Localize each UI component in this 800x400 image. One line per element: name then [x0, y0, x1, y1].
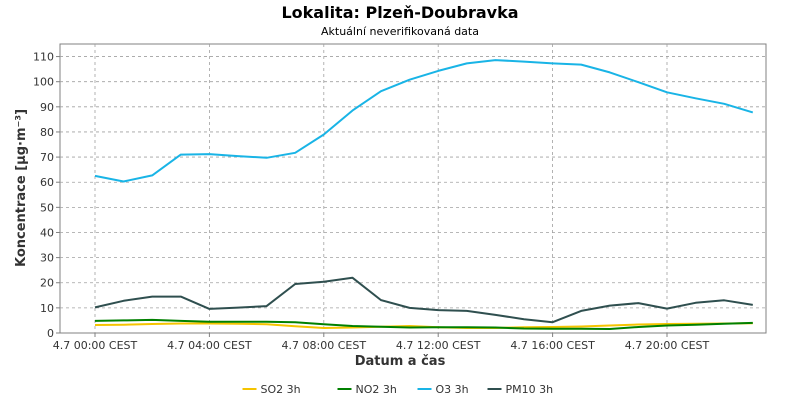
- legend-label-no2-3h: NO2 3h: [356, 383, 397, 396]
- y-tick-label: 40: [40, 226, 54, 239]
- y-tick-label: 50: [40, 201, 54, 214]
- x-axis-ticks: 4.7 00:00 CEST 4.7 04:00 CEST 4.7 08:00 CE…: [53, 333, 710, 352]
- y-tick-label: 100: [33, 76, 54, 89]
- y-tick-label: 80: [40, 126, 54, 139]
- y-tick-label: 90: [40, 101, 54, 114]
- y-tick-label: 10: [40, 302, 54, 315]
- x-tick-label: 4.7 08:00 CEST: [282, 339, 367, 352]
- x-tick-label: 4.7 20:00 CEST: [625, 339, 710, 352]
- y-tick-label: 0: [47, 327, 54, 340]
- y-tick-label: 70: [40, 151, 54, 164]
- y-axis-label: Koncentrace [µg·m⁻³]: [14, 109, 29, 267]
- legend-label-o3-3h: O3 3h: [436, 383, 469, 396]
- x-tick-label: 4.7 04:00 CEST: [167, 339, 252, 352]
- y-tick-label: 20: [40, 277, 54, 290]
- x-tick-label: 4.7 00:00 CEST: [53, 339, 138, 352]
- legend: SO2 3h NO2 3h O3 3h PM10 3h: [242, 383, 554, 396]
- x-tick-label: 4.7 16:00 CEST: [510, 339, 595, 352]
- y-tick-label: 60: [40, 176, 54, 189]
- series-line-o3-3h: [94, 59, 754, 183]
- series-line-pm10-3h: [94, 276, 753, 324]
- x-axis-label: Datum a čas: [355, 354, 446, 369]
- y-tick-label: 30: [40, 252, 54, 265]
- y-tick-label: 110: [33, 51, 54, 64]
- legend-label-pm10-3h: PM10 3h: [506, 383, 554, 396]
- y-axis-ticks: 0 10 20 30 40 50 60 70 80 90 100 110: [33, 51, 60, 340]
- series-line-no2-3h: [94, 318, 753, 330]
- grid-lines: [60, 44, 766, 333]
- chart-title: Lokalita: Plzeň-Doubravka: [281, 3, 518, 22]
- x-tick-label: 4.7 12:00 CEST: [396, 339, 481, 352]
- plot-area: [59, 43, 767, 334]
- chart-subtitle: Aktuální neverifikovaná data: [321, 25, 479, 38]
- series-lines: [94, 59, 754, 330]
- legend-label-so2-3h: SO2 3h: [261, 383, 301, 396]
